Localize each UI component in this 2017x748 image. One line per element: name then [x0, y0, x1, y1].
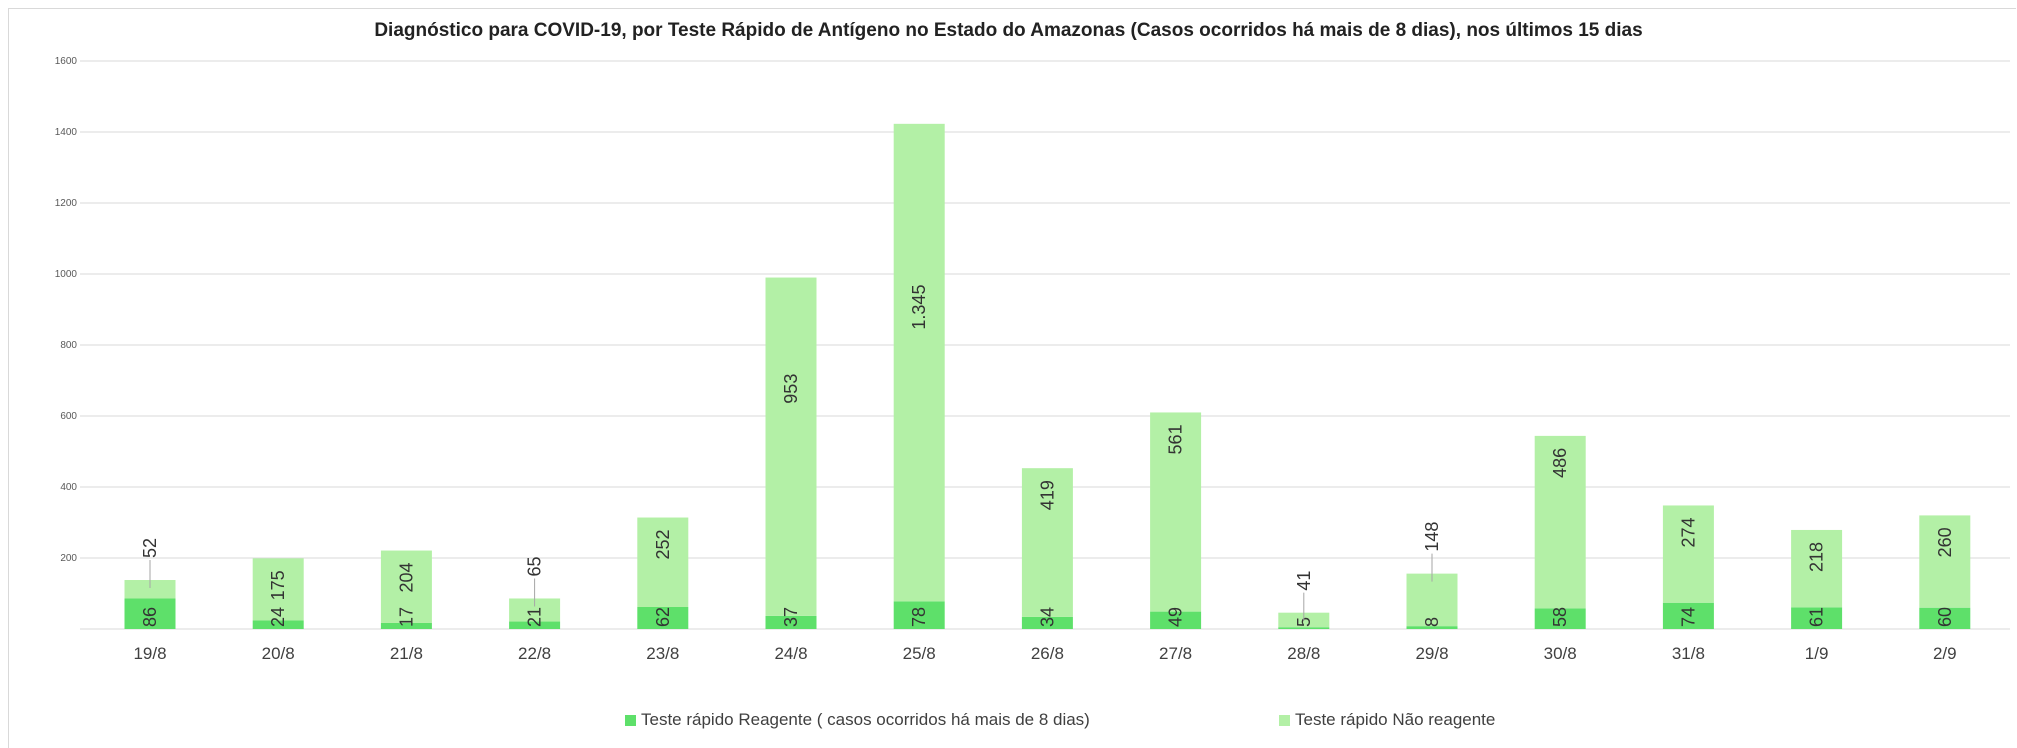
data-label-nao-reagente-26/8: 419 [1037, 480, 1057, 510]
data-label-nao-reagente-25/8: 1.345 [909, 285, 929, 330]
x-tick-label-19/8: 19/8 [133, 644, 166, 663]
bar-nao-reagente-22/8 [509, 598, 561, 622]
bar-nao-reagente-30/8 [1534, 435, 1586, 609]
legend: Teste rápido Reagente ( casos ocorridos … [0, 710, 2017, 734]
legend-label-reagente: Teste rápido Reagente ( casos ocorridos … [641, 710, 1090, 729]
x-tick-label-25/8: 25/8 [903, 644, 936, 663]
data-label-reagente-22/8: 21 [525, 607, 545, 627]
data-label-nao-reagente-2/9: 260 [1935, 527, 1955, 557]
data-label-reagente-26/8: 34 [1037, 607, 1057, 627]
bar-reagente-21/8 [380, 622, 432, 629]
bar-reagente-27/8 [1150, 611, 1202, 629]
y-tick-label-800: 800 [60, 340, 77, 351]
data-label-reagente-24/8: 37 [781, 607, 801, 627]
data-label-reagente-27/8: 49 [1166, 607, 1186, 627]
x-tick-label-31/8: 31/8 [1672, 644, 1705, 663]
bar-reagente-22/8 [509, 621, 561, 629]
bar-nao-reagente-29/8 [1406, 573, 1458, 627]
x-tick-label-20/8: 20/8 [262, 644, 295, 663]
y-tick-label-1400: 1400 [55, 127, 78, 138]
data-label-reagente-30/8: 58 [1550, 607, 1570, 627]
y-tick-label-1600: 1600 [55, 56, 78, 67]
bar-reagente-23/8 [637, 606, 689, 629]
bar-reagente-1/9 [1791, 607, 1843, 629]
legend-swatch-reagente [625, 714, 636, 726]
bar-nao-reagente-27/8 [1150, 412, 1202, 612]
chart-frame [8, 8, 2016, 748]
bar-reagente-28/8 [1278, 627, 1330, 629]
x-tick-label-22/8: 22/8 [518, 644, 551, 663]
x-tick-label-26/8: 26/8 [1031, 644, 1064, 663]
bar-reagente-24/8 [765, 615, 817, 629]
legend-swatch-nao-reagente [1279, 714, 1290, 726]
data-label-reagente-23/8: 62 [653, 607, 673, 627]
y-tick-label-1200: 1200 [55, 198, 78, 209]
data-label-reagente-29/8: 8 [1422, 617, 1442, 627]
bar-reagente-25/8 [893, 601, 945, 629]
data-label-reagente-20/8: 24 [268, 607, 288, 627]
data-label-nao-reagente-24/8: 953 [781, 374, 801, 404]
bar-reagente-29/8 [1406, 626, 1458, 629]
data-label-nao-reagente-1/9: 218 [1807, 542, 1827, 572]
legend-item-nao-reagente: Teste rápido Não reagente [1279, 710, 1495, 730]
data-label-reagente-28/8: 5 [1294, 617, 1314, 627]
legend-item-reagente: Teste rápido Reagente ( casos ocorridos … [625, 710, 1090, 730]
bar-reagente-26/8 [1021, 616, 1073, 629]
x-tick-label-21/8: 21/8 [390, 644, 423, 663]
x-tick-label-28/8: 28/8 [1287, 644, 1320, 663]
y-tick-label-600: 600 [60, 411, 77, 422]
bar-nao-reagente-19/8 [124, 580, 176, 599]
bar-nao-reagente-26/8 [1021, 468, 1073, 617]
data-label-nao-reagente-21/8: 204 [396, 562, 416, 592]
x-tick-label-30/8: 30/8 [1544, 644, 1577, 663]
y-tick-label-1000: 1000 [55, 269, 78, 280]
data-label-nao-reagente-30/8: 486 [1550, 448, 1570, 478]
x-tick-label-24/8: 24/8 [774, 644, 807, 663]
data-label-reagente-25/8: 78 [909, 607, 929, 627]
data-label-nao-reagente-31/8: 274 [1678, 517, 1698, 547]
bar-reagente-31/8 [1662, 602, 1714, 629]
bar-nao-reagente-31/8 [1662, 505, 1714, 603]
chart-title: Diagnóstico para COVID-19, por Teste Ráp… [374, 20, 1643, 41]
legend-label-nao-reagente: Teste rápido Não reagente [1295, 710, 1496, 729]
bar-reagente-20/8 [252, 620, 304, 629]
bar-reagente-19/8 [124, 598, 176, 629]
x-tick-label-1/9: 1/9 [1805, 644, 1829, 663]
bar-reagente-2/9 [1919, 607, 1971, 629]
data-label-nao-reagente-23/8: 252 [653, 529, 673, 559]
data-label-nao-reagente-27/8: 561 [1166, 424, 1186, 454]
bar-nao-reagente-25/8 [893, 123, 945, 602]
bar-nao-reagente-2/9 [1919, 515, 1971, 608]
x-tick-label-29/8: 29/8 [1415, 644, 1448, 663]
data-label-reagente-2/9: 60 [1935, 607, 1955, 627]
data-label-reagente-21/8: 17 [396, 607, 416, 627]
bar-nao-reagente-23/8 [637, 517, 689, 607]
x-tick-label-2/9: 2/9 [1933, 644, 1957, 663]
data-label-nao-reagente-22/8: 65 [525, 556, 545, 576]
data-label-reagente-1/9: 61 [1807, 607, 1827, 627]
bar-nao-reagente-21/8 [380, 550, 432, 623]
x-tick-label-27/8: 27/8 [1159, 644, 1192, 663]
data-label-reagente-31/8: 74 [1678, 607, 1698, 627]
bar-reagente-30/8 [1534, 608, 1586, 629]
data-label-nao-reagente-19/8: 52 [140, 538, 160, 558]
x-tick-label-23/8: 23/8 [646, 644, 679, 663]
data-label-nao-reagente-28/8: 41 [1294, 571, 1314, 591]
bar-nao-reagente-1/9 [1791, 529, 1843, 608]
bar-nao-reagente-20/8 [252, 558, 304, 621]
y-tick-label-400: 400 [60, 482, 77, 493]
data-label-nao-reagente-29/8: 148 [1422, 522, 1442, 552]
data-label-nao-reagente-20/8: 175 [268, 570, 288, 600]
y-tick-label-200: 200 [60, 553, 77, 564]
bar-nao-reagente-24/8 [765, 277, 817, 616]
data-label-reagente-19/8: 86 [140, 607, 160, 627]
